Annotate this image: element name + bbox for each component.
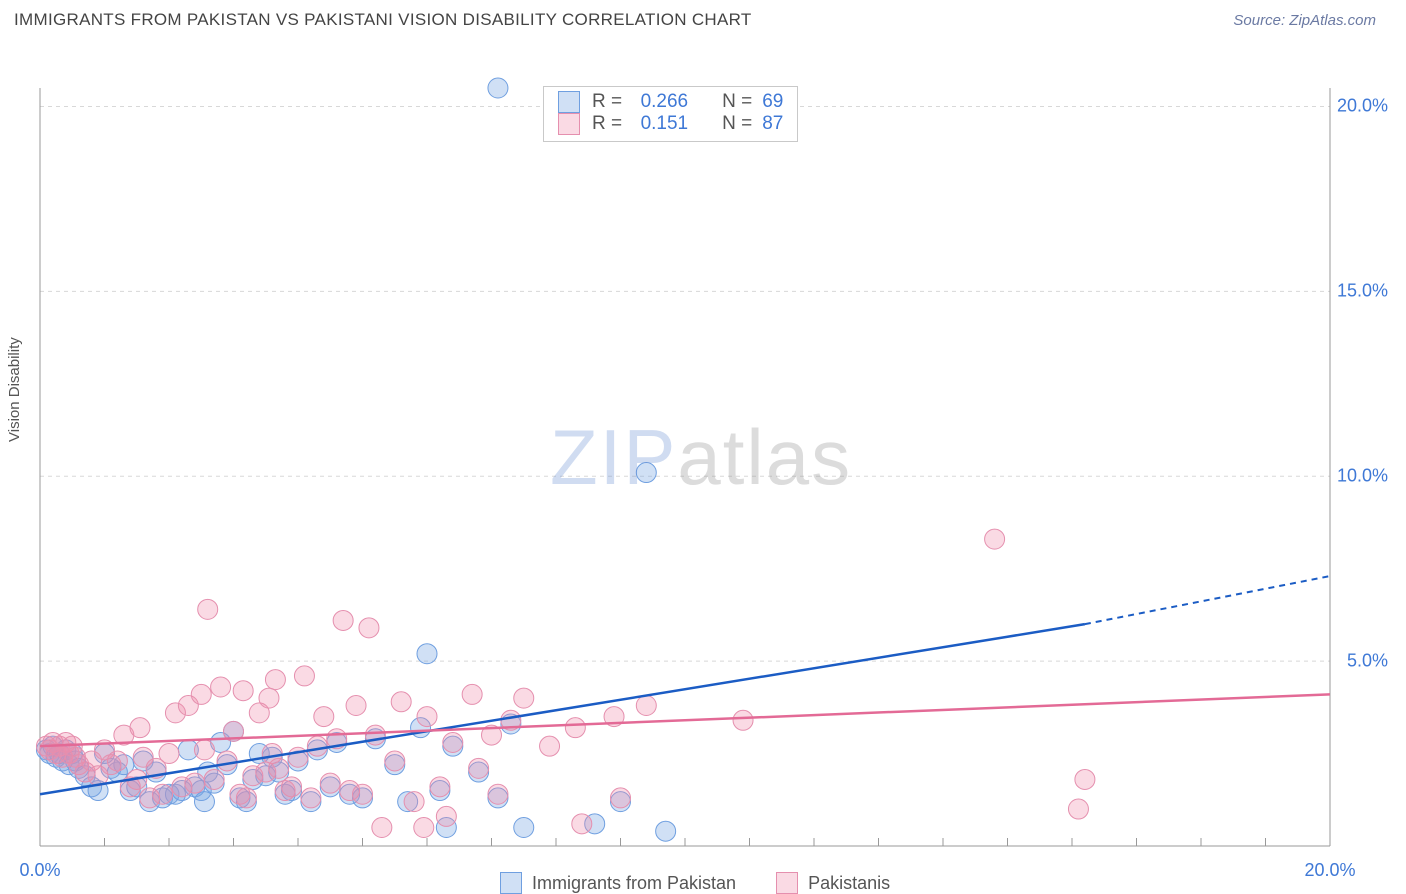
legend-correlation: R = 0.266 N = 69 R = 0.151 N = 87 (543, 86, 798, 142)
legend-series-item: Pakistanis (776, 872, 890, 894)
legend-series-label: Pakistanis (808, 873, 890, 894)
y-tick-label: 20.0% (1337, 96, 1388, 117)
y-tick-label: 10.0% (1337, 466, 1388, 487)
x-tick-label: 20.0% (1304, 860, 1355, 881)
source-label: Source: (1233, 12, 1285, 29)
legend-swatch (558, 91, 580, 113)
source-name: ZipAtlas.com (1289, 12, 1376, 29)
y-tick-label: 5.0% (1347, 651, 1388, 672)
legend-series-item: Immigrants from Pakistan (500, 872, 736, 894)
r-value: 0.266 (632, 91, 688, 113)
n-value: 87 (762, 113, 783, 135)
r-value: 0.151 (632, 113, 688, 135)
legend-stat-row: R = 0.151 N = 87 (558, 113, 783, 135)
legend-swatch (776, 872, 798, 894)
legend-stat-row: R = 0.266 N = 69 (558, 91, 783, 113)
chart-area: Vision Disability ZIPatlas R = 0.266 N =… (0, 42, 1406, 892)
n-label: N = (722, 91, 752, 113)
r-label: R = (592, 91, 622, 113)
n-label: N = (722, 113, 752, 135)
scatter-plot (0, 42, 1406, 892)
chart-header: IMMIGRANTS FROM PAKISTAN VS PAKISTANI VI… (0, 0, 1406, 34)
legend-swatch (558, 113, 580, 135)
x-tick-label: 0.0% (19, 860, 60, 881)
y-tick-label: 15.0% (1337, 281, 1388, 302)
chart-title: IMMIGRANTS FROM PAKISTAN VS PAKISTANI VI… (14, 10, 752, 30)
chart-source: Source: ZipAtlas.com (1233, 12, 1376, 29)
n-value: 69 (762, 91, 783, 113)
legend-series-label: Immigrants from Pakistan (532, 873, 736, 894)
legend-series: Immigrants from Pakistan Pakistanis (500, 872, 890, 894)
r-label: R = (592, 113, 622, 135)
legend-swatch (500, 872, 522, 894)
